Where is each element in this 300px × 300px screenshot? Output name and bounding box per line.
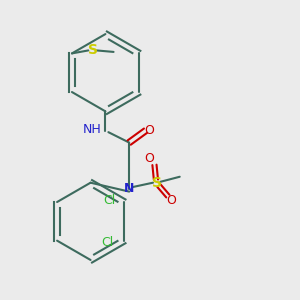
Text: S: S [152, 176, 162, 190]
Text: S: S [88, 44, 98, 57]
Text: NH: NH [83, 123, 101, 136]
Text: O: O [144, 152, 154, 165]
Text: O: O [144, 124, 154, 137]
Text: Cl: Cl [101, 236, 114, 249]
Text: N: N [124, 182, 134, 195]
Text: O: O [167, 194, 176, 207]
Text: Cl: Cl [103, 194, 115, 207]
